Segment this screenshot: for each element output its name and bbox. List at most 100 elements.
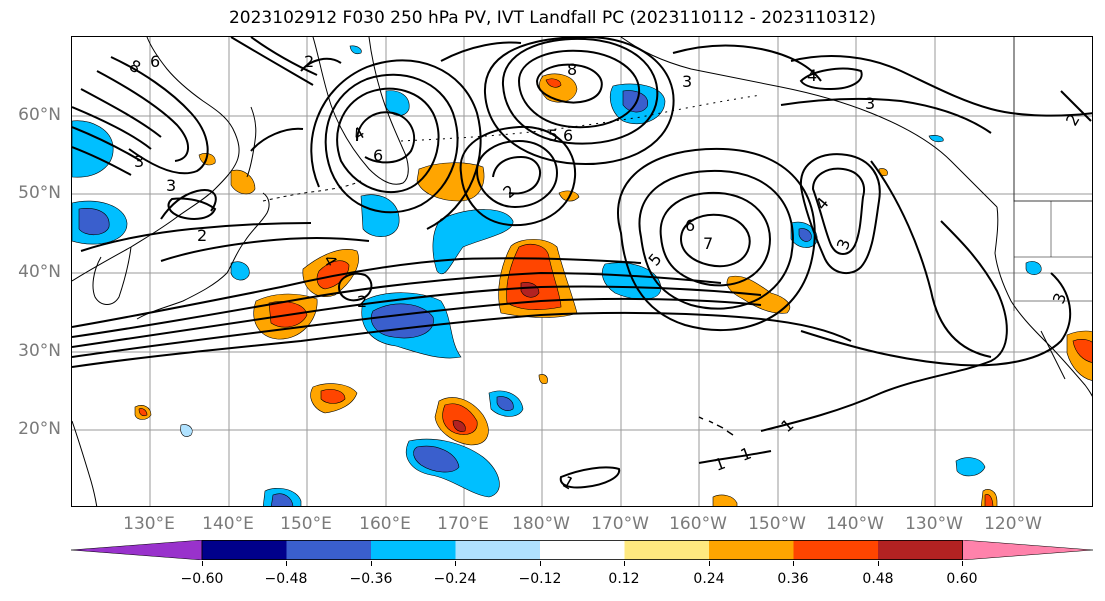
low-west-6 bbox=[72, 146, 132, 176]
colorbar-tick bbox=[624, 561, 625, 566]
lon-label-130e: 130°E bbox=[123, 514, 175, 534]
gulf-low-1 bbox=[679, 213, 751, 268]
contour-label: 4 bbox=[807, 66, 817, 85]
contour-label: 2 bbox=[197, 226, 207, 245]
low-small-1 bbox=[337, 272, 373, 302]
low-west-1 bbox=[110, 56, 209, 175]
ne-pac-contour-2 bbox=[799, 67, 863, 91]
bering-low-4 bbox=[535, 63, 603, 104]
colorbar-bin-6 bbox=[624, 540, 709, 560]
contour-label: 8 bbox=[567, 60, 577, 79]
colorbar-tick bbox=[793, 561, 794, 566]
contour-label: 2 bbox=[357, 292, 367, 311]
colorbar-bin-3 bbox=[371, 540, 456, 560]
japan-islands bbox=[136, 192, 270, 320]
colorbar-label: 0.24 bbox=[693, 571, 725, 587]
bering-contour-ext bbox=[440, 41, 522, 62]
colorbar-label: 0.60 bbox=[946, 571, 978, 587]
colorbar-tick bbox=[962, 561, 963, 566]
contour-label: 3 bbox=[833, 236, 854, 252]
colorbar-label: 0.48 bbox=[862, 571, 894, 587]
baja bbox=[1040, 330, 1066, 380]
colorbar-tick bbox=[286, 561, 287, 566]
contour-label: 6 bbox=[563, 126, 573, 145]
bering-low-3 bbox=[483, 37, 675, 165]
colorbar-label: −0.36 bbox=[349, 571, 393, 587]
graticule bbox=[72, 37, 1092, 506]
west-contour-3 bbox=[160, 237, 370, 262]
colorbar-label: −0.12 bbox=[518, 571, 562, 587]
ne-pac-contour bbox=[790, 55, 1092, 117]
kuril-chain bbox=[262, 180, 362, 202]
map-panel: 8 6 3 3 2 2 4 6 8 5 6 2 3 4 6 7 5 4 3 4 … bbox=[71, 36, 1093, 507]
contour-label: 5 bbox=[548, 126, 558, 145]
low-west-4 bbox=[72, 106, 152, 150]
low-small-3 bbox=[698, 450, 772, 464]
lon-label-160w: 160°W bbox=[669, 514, 727, 534]
map-canvas: 8 6 3 3 2 2 4 6 8 5 6 2 3 4 6 7 5 4 3 4 … bbox=[72, 37, 1092, 506]
bering-low-1 bbox=[517, 49, 641, 129]
contour-label: 3 bbox=[682, 72, 692, 91]
contour-label: 1 bbox=[712, 453, 728, 474]
colorbar bbox=[70, 539, 1094, 561]
north-contour-3 bbox=[780, 97, 992, 134]
pos-blob-japan bbox=[230, 169, 256, 195]
figure-title: 2023102912 F030 250 hPa PV, IVT Landfall… bbox=[228, 8, 876, 28]
kamchatka-low-3 bbox=[310, 59, 482, 230]
central-low-2 bbox=[459, 125, 577, 227]
pv-positive-shading bbox=[134, 73, 1092, 506]
sakhalin bbox=[246, 106, 257, 178]
central-low-1 bbox=[475, 139, 559, 209]
gulf-low-4 bbox=[617, 147, 816, 332]
jet-contour-5 bbox=[72, 257, 642, 328]
west-north-2 bbox=[250, 127, 304, 152]
colorbar-extend-low bbox=[70, 539, 203, 561]
far-east-edge bbox=[1060, 90, 1092, 122]
low-west-2 bbox=[96, 70, 189, 162]
contour-label: 6 bbox=[685, 216, 695, 235]
colorbar-svg bbox=[70, 539, 1094, 561]
contour-label: 7 bbox=[703, 234, 713, 253]
colorbar-label: 0.12 bbox=[608, 571, 640, 587]
lon-label-160e: 160°E bbox=[359, 514, 411, 534]
colorbar-extend-high bbox=[962, 539, 1094, 561]
hawaii bbox=[698, 416, 734, 436]
colorbar-bin-4 bbox=[455, 540, 540, 560]
bering-low-2 bbox=[501, 37, 659, 145]
jet-contour-3 bbox=[72, 285, 762, 348]
east-contour-3 bbox=[870, 160, 992, 358]
colorbar-label: −0.48 bbox=[264, 571, 308, 587]
ne-pac-ridge bbox=[672, 44, 822, 82]
low-west-3 bbox=[80, 88, 162, 138]
gulf-low-2 bbox=[659, 191, 771, 287]
colorbar-tick bbox=[202, 561, 203, 566]
na-west-coast bbox=[994, 206, 1092, 397]
lat-label-50n: 50°N bbox=[18, 183, 61, 203]
contour-label: 4 bbox=[350, 123, 368, 145]
upper-west-1 bbox=[230, 37, 314, 86]
lon-label-180w: 180°W bbox=[512, 514, 570, 534]
pos-blob-kuril bbox=[416, 162, 485, 202]
jet-contour-2 bbox=[72, 297, 762, 358]
neg-blob-central bbox=[432, 209, 514, 275]
alaska-coast bbox=[620, 37, 998, 208]
philippines bbox=[72, 420, 98, 506]
colorbar-tick bbox=[540, 561, 541, 566]
central-low-3 bbox=[492, 155, 541, 195]
contour-label: 2 bbox=[499, 181, 519, 202]
colorbar-tick bbox=[455, 561, 456, 566]
low-small-2 bbox=[559, 466, 621, 489]
colorbar-bin-9 bbox=[878, 540, 963, 560]
contour-label: 3 bbox=[166, 176, 176, 195]
lon-label-150w: 150°W bbox=[748, 514, 806, 534]
neg-blob-npac-east bbox=[602, 262, 662, 300]
lon-label-170e: 170°E bbox=[437, 514, 489, 534]
contour-label: 3 bbox=[865, 94, 875, 113]
contour-label: 3 bbox=[1049, 290, 1070, 306]
lon-label-150e: 150°E bbox=[280, 514, 332, 534]
kamchatka-low-2 bbox=[324, 73, 459, 214]
us-states bbox=[1013, 201, 1092, 311]
gulf-low-3 bbox=[638, 169, 794, 310]
contour-label: 4 bbox=[812, 194, 833, 214]
contour-label: 6 bbox=[150, 52, 160, 71]
